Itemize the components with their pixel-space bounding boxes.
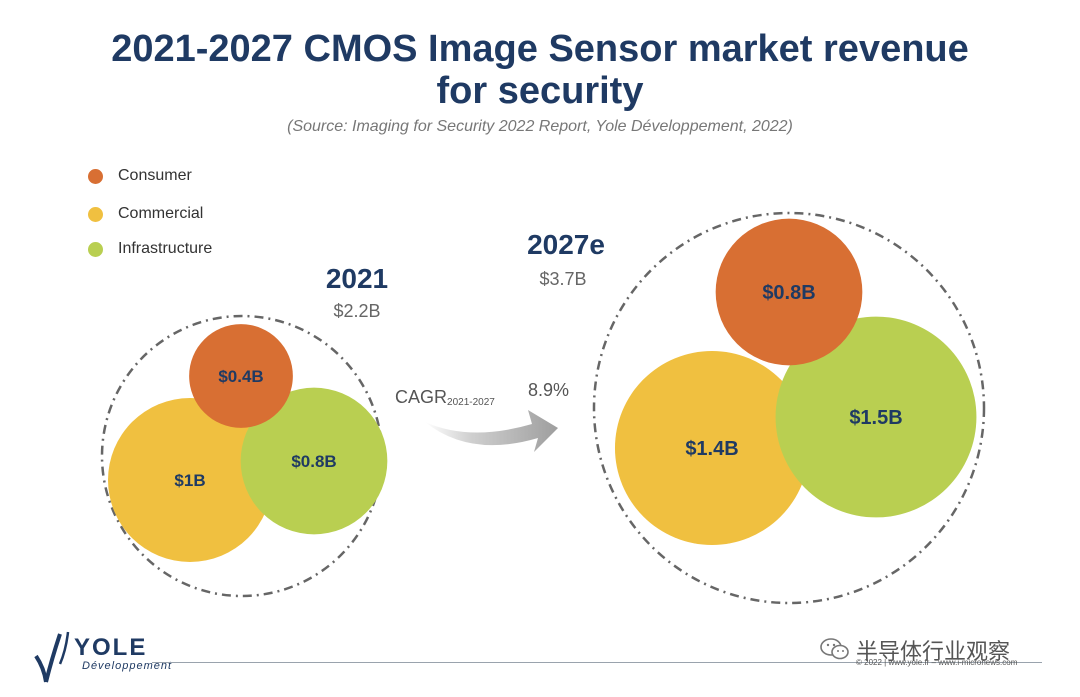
cagr-label: CAGR2021-2027 bbox=[395, 387, 495, 408]
cagr-period: 2021-2027 bbox=[447, 397, 495, 408]
bubble-label-consumer-2021: $0.4B bbox=[218, 367, 263, 386]
bubble-label-commercial-2021: $1B bbox=[174, 471, 205, 490]
bubble-label-consumer-2027e: $0.8B bbox=[762, 282, 815, 304]
bubble-infrastructure-2027e bbox=[775, 316, 977, 518]
bubble-label-infrastructure-2027e: $1.5B bbox=[849, 407, 902, 429]
logo-subtitle: Développement bbox=[82, 660, 173, 672]
total-outline-2027e bbox=[592, 211, 986, 605]
footer-divider bbox=[152, 662, 1042, 663]
legend-label-commercial: Commercial bbox=[118, 205, 204, 222]
legend-swatch-commercial bbox=[88, 207, 103, 222]
bubble-label-commercial-2027e: $1.4B bbox=[685, 438, 738, 460]
bubble-infrastructure-2021 bbox=[240, 387, 388, 535]
watermark-text: 半导体行业观察 bbox=[856, 640, 1011, 665]
chart-title-line-2: for security bbox=[436, 70, 644, 112]
copyright: © 2022 | www.yole.fr – www.i-micronews.c… bbox=[856, 658, 1018, 667]
yole-logo-mark-icon bbox=[34, 631, 70, 683]
wechat-icon bbox=[820, 638, 849, 660]
legend-swatch-consumer bbox=[88, 169, 103, 184]
group-total-2027e: $3.7B bbox=[539, 269, 586, 289]
group-year-2021: 2021 bbox=[326, 263, 388, 294]
chart-title-line-1: 2021-2027 CMOS Image Sensor market reven… bbox=[111, 28, 969, 70]
bubble-consumer-2021 bbox=[189, 324, 293, 428]
legend-label-infrastructure: Infrastructure bbox=[118, 240, 213, 257]
bubble-consumer-2027e bbox=[715, 218, 863, 366]
group-total-2021: $2.2B bbox=[333, 301, 380, 321]
bubble-label-infrastructure-2021: $0.8B bbox=[291, 452, 336, 471]
legend-swatch-infrastructure bbox=[88, 242, 103, 257]
yole-logo: YOLE Développement bbox=[30, 628, 171, 683]
cagr-value: 8.9% bbox=[528, 380, 569, 400]
group-year-2027e: 2027e bbox=[527, 229, 605, 260]
bubble-commercial-2021 bbox=[108, 398, 272, 562]
chart-source: (Source: Imaging for Security 2022 Repor… bbox=[287, 118, 793, 135]
logo-word: YOLE bbox=[74, 634, 148, 661]
bubble-commercial-2027e bbox=[614, 350, 810, 546]
cagr-arrow bbox=[425, 410, 558, 452]
legend-label-consumer: Consumer bbox=[118, 167, 192, 184]
